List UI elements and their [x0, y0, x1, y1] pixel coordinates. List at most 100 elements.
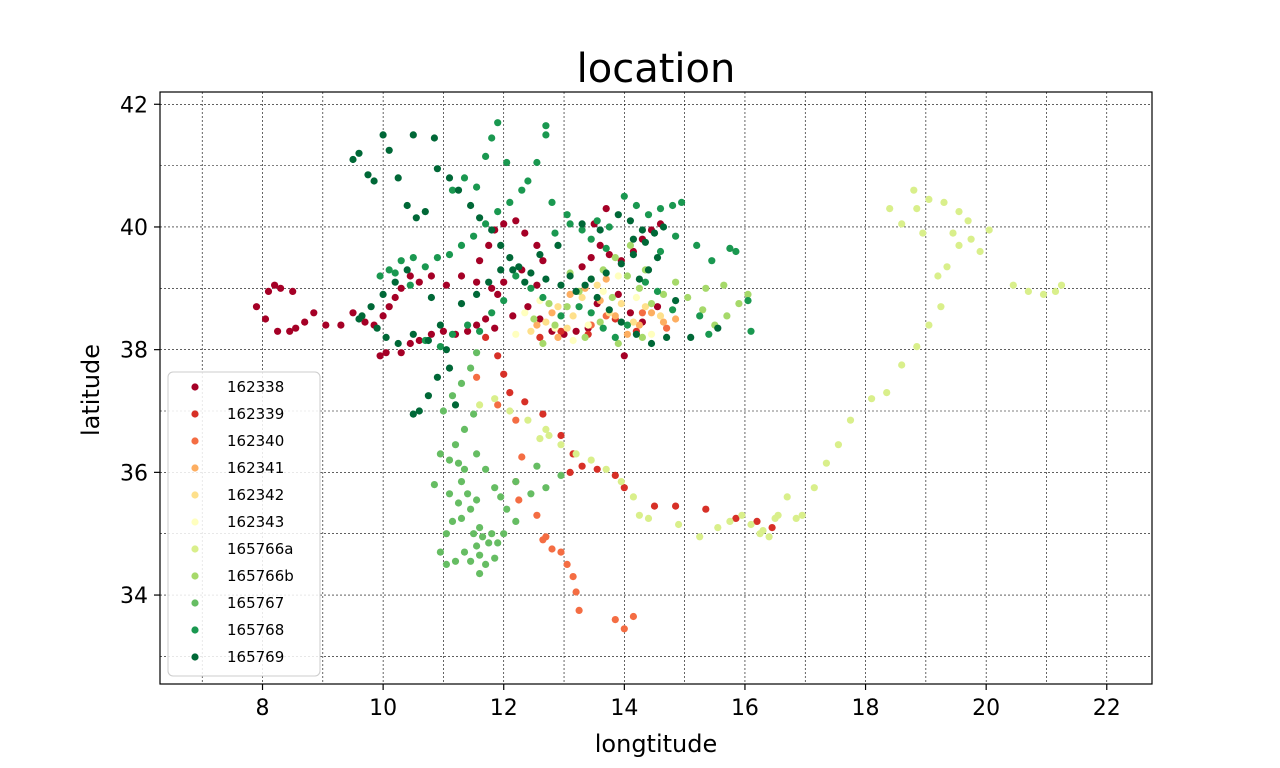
data-point — [563, 560, 571, 569]
data-point — [575, 303, 583, 311]
legend-item: 162342 — [191, 486, 284, 504]
data-point — [644, 211, 653, 219]
data-point — [436, 548, 444, 556]
data-point — [497, 266, 505, 274]
data-point — [605, 223, 613, 231]
data-point — [473, 278, 481, 286]
data-point — [1009, 281, 1017, 289]
y-tick-label: 38 — [120, 339, 148, 364]
data-point — [527, 490, 535, 498]
data-point — [445, 174, 454, 182]
data-point — [460, 425, 469, 433]
legend-label: 162343 — [227, 513, 284, 531]
series-165767 — [430, 349, 565, 578]
data-point — [473, 373, 481, 381]
data-point — [274, 327, 282, 335]
data-point — [675, 520, 683, 529]
data-point — [566, 220, 574, 228]
data-point — [385, 303, 393, 311]
data-point — [702, 284, 710, 292]
data-point — [337, 321, 345, 329]
data-point — [473, 496, 481, 504]
data-point — [593, 281, 601, 289]
data-point — [533, 321, 541, 329]
data-point — [364, 171, 372, 179]
data-point — [949, 229, 957, 237]
legend-label: 165766a — [227, 540, 293, 558]
data-point — [436, 343, 444, 351]
data-point — [415, 407, 423, 415]
x-tick-label: 22 — [1093, 696, 1121, 721]
data-point — [436, 321, 444, 329]
data-point — [524, 303, 532, 311]
data-point — [940, 198, 948, 206]
data-point — [457, 241, 466, 249]
data-point — [527, 327, 535, 335]
x-tick-label: 14 — [610, 696, 638, 721]
data-point — [732, 247, 740, 256]
data-point — [650, 229, 659, 237]
data-point — [632, 201, 641, 210]
data-point — [834, 441, 843, 449]
data-point — [292, 324, 300, 332]
data-point — [714, 524, 722, 532]
data-point — [714, 324, 722, 332]
data-point — [533, 158, 541, 167]
data-point — [391, 278, 399, 286]
data-point — [322, 321, 330, 329]
data-point — [473, 542, 481, 550]
data-point — [846, 416, 855, 424]
data-point — [349, 155, 357, 164]
data-point — [524, 416, 532, 424]
data-point — [629, 318, 638, 326]
data-point — [442, 281, 450, 289]
data-point — [427, 330, 435, 338]
data-point — [620, 192, 628, 200]
data-point — [605, 306, 613, 314]
data-point — [485, 278, 493, 286]
data-point — [473, 183, 481, 191]
data-point — [629, 493, 638, 501]
data-point — [457, 478, 466, 486]
data-point — [669, 306, 677, 314]
data-point — [644, 266, 653, 274]
data-point — [521, 309, 529, 317]
data-point — [394, 339, 402, 348]
data-point — [536, 333, 544, 341]
data-point — [494, 290, 502, 298]
data-point — [593, 217, 601, 225]
data-point — [433, 165, 441, 173]
data-point — [768, 524, 776, 532]
data-point — [702, 505, 710, 513]
legend-marker — [191, 437, 199, 445]
data-point — [626, 217, 635, 225]
data-point — [491, 324, 499, 332]
data-point — [566, 272, 574, 280]
data-point — [669, 201, 677, 210]
data-point — [1039, 290, 1048, 298]
legend-item: 162343 — [191, 513, 284, 531]
data-point — [672, 297, 680, 305]
series-162340 — [473, 309, 671, 633]
data-point — [476, 570, 484, 578]
data-point — [964, 217, 972, 225]
data-point — [599, 324, 607, 332]
data-point — [252, 303, 261, 311]
data-point — [539, 410, 547, 418]
data-point — [822, 459, 831, 467]
data-point — [485, 539, 493, 547]
data-point — [783, 493, 791, 501]
data-point — [593, 465, 601, 473]
data-point — [632, 330, 641, 338]
legend-item: 162339 — [191, 405, 284, 423]
data-point — [476, 214, 484, 222]
data-point — [557, 281, 565, 289]
data-point — [653, 254, 662, 262]
data-point — [551, 321, 559, 329]
data-point — [759, 527, 767, 535]
legend: 162338 162339 162340 162341 162342 162343 1657… — [167, 371, 321, 677]
data-point — [500, 297, 508, 305]
legend-item: 162340 — [191, 432, 284, 450]
data-point — [687, 333, 695, 341]
